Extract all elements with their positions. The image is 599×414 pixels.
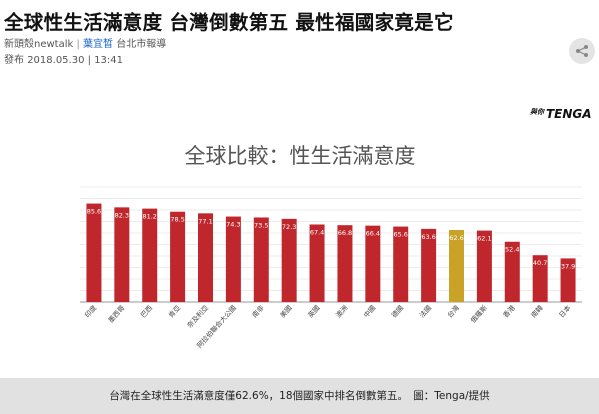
x-tick-label: 印度 xyxy=(83,303,99,319)
bar xyxy=(253,217,269,302)
author-link[interactable]: 葉宜晳 xyxy=(83,39,114,50)
data-label: 77.1 xyxy=(198,217,212,225)
bar xyxy=(225,216,241,302)
data-label: 66.8 xyxy=(338,229,352,237)
data-label: 72.3 xyxy=(282,223,296,231)
bar xyxy=(281,218,297,302)
x-tick-label: 巴西 xyxy=(139,304,154,320)
bar xyxy=(504,241,520,302)
x-tick-label: 法國 xyxy=(417,303,433,319)
data-label: 73.5 xyxy=(254,221,268,229)
chart-title: 全球比較：性生活滿意度 xyxy=(185,144,416,168)
x-tick-label: 美國 xyxy=(278,303,294,319)
bar xyxy=(142,208,158,302)
bar xyxy=(309,224,325,302)
x-tick-label: 德國 xyxy=(389,303,405,319)
x-tick-label: 香港 xyxy=(501,303,517,319)
data-label: 63.6 xyxy=(421,233,435,241)
dateline: 發布 2018.05.30 | 13:41 xyxy=(4,51,123,66)
brand-logo: 與你 TENGA xyxy=(530,107,592,121)
data-label: 67.4 xyxy=(310,228,324,236)
figure-caption: 台灣在全球性生活滿意度僅62.6%，18個國家中排名倒數第五。 圖：Tenga/… xyxy=(109,390,490,402)
bar xyxy=(393,226,409,302)
bar xyxy=(86,203,102,302)
bar xyxy=(476,230,492,302)
source-name[interactable]: 新頭殼newtalk xyxy=(4,39,74,50)
caption-bar: 台灣在全球性生活滿意度僅62.6%，18個國家中排名倒數第五。 圖：Tenga/… xyxy=(0,378,599,414)
bar-chart: 全球比較：性生活滿意度 85.6 印度 82.3 墨西哥 81.2 巴西 78.5 肯亞 77.1… xyxy=(80,144,582,350)
published-datetime: 2018.05.30 | 13:41 xyxy=(27,55,123,66)
data-label: 52.4 xyxy=(505,246,519,254)
bar xyxy=(170,211,186,302)
brand-prefix: 與你 xyxy=(530,108,544,116)
published-label: 發布 xyxy=(4,55,24,66)
article-headline: 全球性生活滿意度 台灣倒數第五 最性福國家竟是它 xyxy=(4,11,454,34)
data-label: 40.7 xyxy=(533,259,547,267)
x-tick-label: 中國 xyxy=(362,303,378,319)
x-tick-label: 奈及利亞 xyxy=(185,303,210,329)
chart-figure: 與你 TENGA 全球比較：性生活滿意度 85.6 印度 82.3 墨西哥 81.2 巴西 78… xyxy=(0,66,599,414)
x-tick-label: 南韓 xyxy=(529,303,545,319)
share-button[interactable] xyxy=(569,38,595,64)
data-label: 62.6 xyxy=(449,234,463,242)
data-label: 66.4 xyxy=(366,230,380,238)
x-tick-label: 肯亞 xyxy=(166,303,182,319)
bar xyxy=(421,228,437,302)
data-label: 74.3 xyxy=(226,221,240,229)
bar xyxy=(114,207,130,302)
brand-name: TENGA xyxy=(546,107,592,121)
byline: 新頭殼newtalk | 葉宜晳 台北市報導 xyxy=(4,35,166,50)
bar xyxy=(532,255,548,302)
report-location: 台北市報導 xyxy=(116,39,167,50)
byline-separator: | xyxy=(76,39,80,50)
x-tick-label: 台灣 xyxy=(445,303,461,319)
data-label: 82.3 xyxy=(115,211,129,219)
data-label: 85.6 xyxy=(87,208,101,216)
data-label: 65.6 xyxy=(393,231,407,239)
data-label: 78.5 xyxy=(170,216,184,224)
bar xyxy=(560,258,576,302)
bar xyxy=(365,225,381,302)
x-tick-label: 南非 xyxy=(250,303,266,319)
bar xyxy=(449,230,464,302)
data-label: 62.1 xyxy=(477,235,491,243)
bar xyxy=(198,213,213,302)
x-tick-label: 澳洲 xyxy=(334,303,350,319)
data-label: 81.2 xyxy=(142,213,156,221)
bar xyxy=(337,225,353,302)
x-tick-label: 英國 xyxy=(306,303,322,319)
x-tick-label: 墨西哥 xyxy=(107,304,127,325)
x-tick-label: 日本 xyxy=(557,303,573,319)
share-icon xyxy=(576,45,588,57)
data-label: 37.9 xyxy=(561,262,575,270)
x-tick-label: 俄羅斯 xyxy=(469,303,489,324)
